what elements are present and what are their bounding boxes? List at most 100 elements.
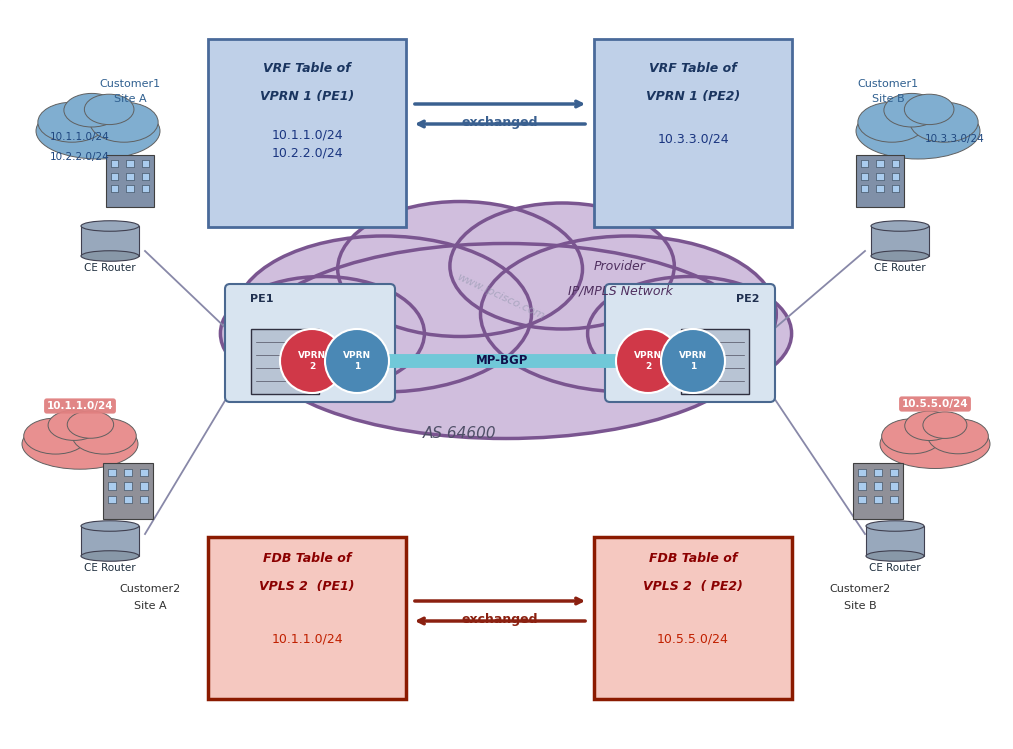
FancyBboxPatch shape bbox=[125, 482, 132, 490]
Ellipse shape bbox=[37, 102, 106, 142]
Text: 10.1.1.0/24: 10.1.1.0/24 bbox=[47, 401, 113, 411]
Ellipse shape bbox=[81, 221, 139, 231]
Text: AS 64600: AS 64600 bbox=[423, 426, 496, 441]
FancyBboxPatch shape bbox=[108, 469, 115, 476]
Ellipse shape bbox=[858, 102, 926, 142]
FancyBboxPatch shape bbox=[876, 160, 883, 167]
FancyBboxPatch shape bbox=[111, 173, 119, 180]
Ellipse shape bbox=[22, 419, 138, 469]
FancyBboxPatch shape bbox=[106, 155, 154, 207]
Text: MP-BGP: MP-BGP bbox=[476, 354, 528, 368]
FancyBboxPatch shape bbox=[111, 160, 119, 167]
FancyBboxPatch shape bbox=[111, 186, 119, 192]
Text: VPRN 1 (PE1): VPRN 1 (PE1) bbox=[260, 90, 355, 103]
FancyBboxPatch shape bbox=[890, 496, 898, 503]
Text: CE Router: CE Router bbox=[874, 263, 926, 273]
FancyBboxPatch shape bbox=[142, 160, 149, 167]
Ellipse shape bbox=[23, 418, 87, 454]
FancyBboxPatch shape bbox=[861, 173, 868, 180]
FancyBboxPatch shape bbox=[858, 496, 866, 503]
Text: Provider: Provider bbox=[594, 261, 646, 273]
Ellipse shape bbox=[880, 419, 990, 469]
Text: VPRN
2: VPRN 2 bbox=[634, 351, 663, 371]
Ellipse shape bbox=[221, 276, 424, 390]
Text: Site A: Site A bbox=[134, 601, 166, 611]
Text: CE Router: CE Router bbox=[869, 563, 921, 573]
FancyBboxPatch shape bbox=[858, 469, 866, 476]
FancyBboxPatch shape bbox=[225, 284, 395, 402]
Ellipse shape bbox=[251, 243, 761, 438]
FancyBboxPatch shape bbox=[125, 496, 132, 503]
Ellipse shape bbox=[480, 236, 776, 392]
FancyBboxPatch shape bbox=[81, 526, 139, 556]
Text: Customer2: Customer2 bbox=[830, 584, 890, 594]
Text: PE2: PE2 bbox=[736, 294, 760, 304]
Text: CE Router: CE Router bbox=[84, 563, 136, 573]
Text: VRF Table of: VRF Table of bbox=[263, 62, 350, 75]
Text: CE Router: CE Router bbox=[84, 263, 136, 273]
Text: PE1: PE1 bbox=[250, 294, 274, 304]
Ellipse shape bbox=[450, 203, 675, 329]
FancyBboxPatch shape bbox=[140, 482, 148, 490]
Circle shape bbox=[280, 329, 344, 393]
Ellipse shape bbox=[866, 551, 924, 561]
Circle shape bbox=[661, 329, 725, 393]
Ellipse shape bbox=[588, 276, 791, 390]
FancyBboxPatch shape bbox=[0, 0, 1013, 749]
Text: IP/MPLS Network: IP/MPLS Network bbox=[567, 285, 673, 297]
FancyBboxPatch shape bbox=[861, 186, 868, 192]
FancyBboxPatch shape bbox=[208, 39, 406, 227]
Text: 10.3.3.0/24: 10.3.3.0/24 bbox=[925, 134, 985, 144]
FancyBboxPatch shape bbox=[681, 329, 749, 393]
FancyBboxPatch shape bbox=[891, 173, 899, 180]
Text: VPRN
1: VPRN 1 bbox=[679, 351, 707, 371]
Ellipse shape bbox=[866, 521, 924, 531]
Ellipse shape bbox=[871, 221, 929, 231]
Circle shape bbox=[325, 329, 389, 393]
Ellipse shape bbox=[73, 418, 137, 454]
Text: exchanged: exchanged bbox=[462, 613, 538, 626]
Text: www.ipcisco.com: www.ipcisco.com bbox=[455, 273, 545, 322]
Ellipse shape bbox=[236, 236, 532, 392]
FancyBboxPatch shape bbox=[871, 226, 929, 256]
FancyBboxPatch shape bbox=[140, 469, 148, 476]
FancyBboxPatch shape bbox=[853, 463, 903, 519]
FancyBboxPatch shape bbox=[127, 173, 134, 180]
FancyBboxPatch shape bbox=[208, 537, 406, 699]
Text: 10.5.5.0/24: 10.5.5.0/24 bbox=[657, 632, 729, 646]
Ellipse shape bbox=[90, 102, 158, 142]
FancyBboxPatch shape bbox=[127, 186, 134, 192]
Text: 10.5.5.0/24: 10.5.5.0/24 bbox=[902, 399, 968, 409]
FancyBboxPatch shape bbox=[594, 537, 792, 699]
Text: 10.1.1.0/24
10.2.2.0/24: 10.1.1.0/24 10.2.2.0/24 bbox=[271, 128, 342, 160]
Ellipse shape bbox=[910, 102, 979, 142]
Text: VPRN
1: VPRN 1 bbox=[343, 351, 371, 371]
Text: VPLS 2  (PE1): VPLS 2 (PE1) bbox=[259, 580, 355, 593]
Ellipse shape bbox=[67, 411, 113, 438]
FancyBboxPatch shape bbox=[876, 173, 883, 180]
FancyBboxPatch shape bbox=[142, 173, 149, 180]
Text: Site B: Site B bbox=[844, 601, 876, 611]
Text: 10.2.2.0/24: 10.2.2.0/24 bbox=[50, 152, 109, 162]
FancyBboxPatch shape bbox=[251, 329, 319, 393]
FancyBboxPatch shape bbox=[890, 482, 898, 490]
FancyBboxPatch shape bbox=[140, 496, 148, 503]
Ellipse shape bbox=[884, 94, 940, 127]
Text: Customer1: Customer1 bbox=[99, 79, 161, 89]
FancyBboxPatch shape bbox=[594, 39, 792, 227]
Ellipse shape bbox=[48, 410, 100, 440]
Ellipse shape bbox=[81, 251, 139, 261]
Circle shape bbox=[616, 329, 680, 393]
FancyBboxPatch shape bbox=[127, 160, 134, 167]
FancyBboxPatch shape bbox=[890, 469, 898, 476]
FancyBboxPatch shape bbox=[874, 482, 881, 490]
Text: Customer1: Customer1 bbox=[857, 79, 919, 89]
FancyBboxPatch shape bbox=[866, 526, 924, 556]
Ellipse shape bbox=[923, 412, 966, 438]
FancyBboxPatch shape bbox=[103, 463, 153, 519]
Ellipse shape bbox=[84, 94, 134, 124]
Text: exchanged: exchanged bbox=[462, 116, 538, 129]
Ellipse shape bbox=[905, 94, 954, 124]
FancyBboxPatch shape bbox=[891, 160, 899, 167]
FancyBboxPatch shape bbox=[876, 186, 883, 192]
